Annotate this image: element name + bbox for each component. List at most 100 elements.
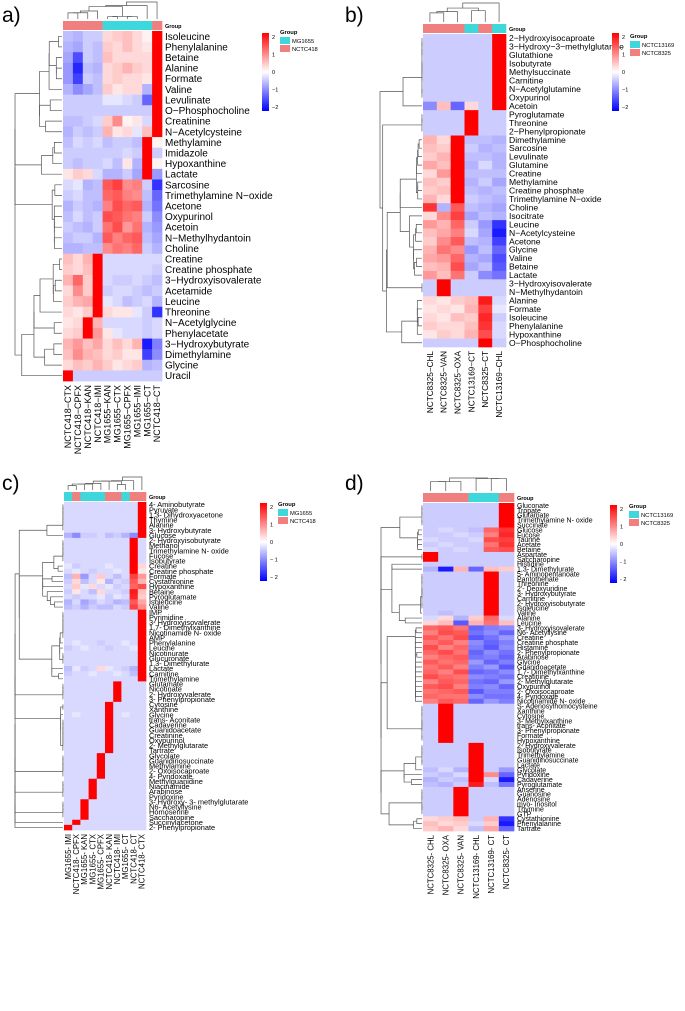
heatmap-cell [142,317,153,329]
heatmap-cell [113,671,122,677]
heatmap-cell [72,158,84,170]
column-label: NCTC8325−CHL [426,351,435,414]
heatmap-cell [113,686,122,692]
color-scale-tick-label: −1 [622,88,628,94]
heatmap-cell [88,794,98,800]
row-label: myo- Inositol [517,802,557,809]
heatmap-cell [137,573,147,580]
heatmap-cell [453,527,469,533]
heatmap-cell [132,94,143,106]
color-scale-bar [262,33,269,111]
heatmap-cell [113,722,122,728]
heatmap-cell [132,327,143,339]
heatmap-cell [88,712,98,718]
heatmap-cell [137,655,147,662]
heatmap-cell [137,568,147,575]
heatmap-cell [96,609,106,616]
heatmap-cell [438,640,454,646]
heatmap-cell [478,228,493,238]
heatmap-cell [80,789,89,795]
heatmap-cell [438,669,454,675]
heatmap-cell [152,296,163,308]
heatmap-cell [72,517,81,523]
heatmap-cell [453,782,469,788]
heatmap-cell [113,737,122,744]
heatmap-cell [88,589,98,595]
heatmap-cell [423,640,439,646]
row-label: Glycine [509,245,538,255]
column-dendrogram-branch [101,480,122,485]
color-scale-tick-label: 0 [272,70,275,76]
heatmap-cell [436,67,452,77]
heatmap-cell [468,821,485,827]
heatmap-cell [80,691,89,698]
heatmap-cell [88,768,98,774]
row-label: 3- Hydroxyisovalerate [517,625,585,632]
heatmap-cell [498,615,515,621]
column-dendrogram-branch [67,485,77,490]
heatmap-cell [80,553,89,559]
heatmap-cell [483,698,500,705]
heatmap-cell [113,676,122,682]
heatmap-cell [96,722,106,728]
row-label: 3−Hydroxy−3−methylglutarate [509,42,624,52]
heatmap-cell [121,507,130,513]
heatmap-cell [142,115,153,127]
heatmap-cell [478,101,493,111]
heatmap-cell [137,619,147,626]
heatmap-cell [96,748,106,754]
color-scale-tick-label: 0 [270,540,273,546]
heatmap-cell [423,605,439,612]
heatmap-cell [483,752,500,758]
heatmap-cell [142,359,153,371]
heatmap-cell [468,679,485,685]
heatmap-cell [72,625,81,631]
heatmap-cell [102,359,113,371]
heatmap-cell [102,190,113,202]
group-bar-label: Group [149,495,166,501]
heatmap-cell [436,338,452,348]
heatmap-cell [88,599,98,605]
heatmap-cell [468,742,485,749]
heatmap-cell [483,605,500,612]
heatmap-cell [483,654,500,661]
heatmap-cell [483,512,500,519]
heatmap-cell [438,547,454,553]
heatmap-cell [80,712,89,718]
row-dendrogram-branch [402,77,422,107]
heatmap-cell [483,762,500,768]
heatmap-cell [483,625,500,631]
heatmap-cell [152,73,163,85]
heatmap-cell [105,773,114,780]
heatmap-cell [423,796,439,802]
heatmap-cell [72,232,84,244]
heatmap-cell [122,306,133,318]
heatmap-cell [105,594,114,600]
heatmap-cell [483,757,500,763]
heatmap-cell [453,576,469,582]
heatmap-cell [129,537,139,544]
heatmap-cell [80,507,89,513]
heatmap-cell [121,537,130,544]
heatmap-cell [72,589,81,595]
heatmap-cell [453,561,469,567]
row-label: Alanine [509,295,538,305]
heatmap-cell [436,228,452,238]
heatmap-cell [121,794,130,800]
heatmap-cell [64,594,73,600]
heatmap-cell [492,237,507,246]
row-dendrogram-branch [380,682,388,793]
heatmap-cell [152,41,163,53]
heatmap-cell [129,532,139,539]
heatmap-cell [129,712,139,718]
heatmap-cell [64,778,73,785]
heatmap-cell [468,728,485,734]
row-dendrogram-branch [45,120,62,133]
row-dendrogram-branch [48,41,59,66]
heatmap-cell [112,52,123,64]
heatmap-cell [105,512,114,518]
heatmap-cell [112,168,123,180]
heatmap-cell [64,676,73,682]
heatmap-cell [96,619,106,626]
heatmap-cell [88,619,98,626]
